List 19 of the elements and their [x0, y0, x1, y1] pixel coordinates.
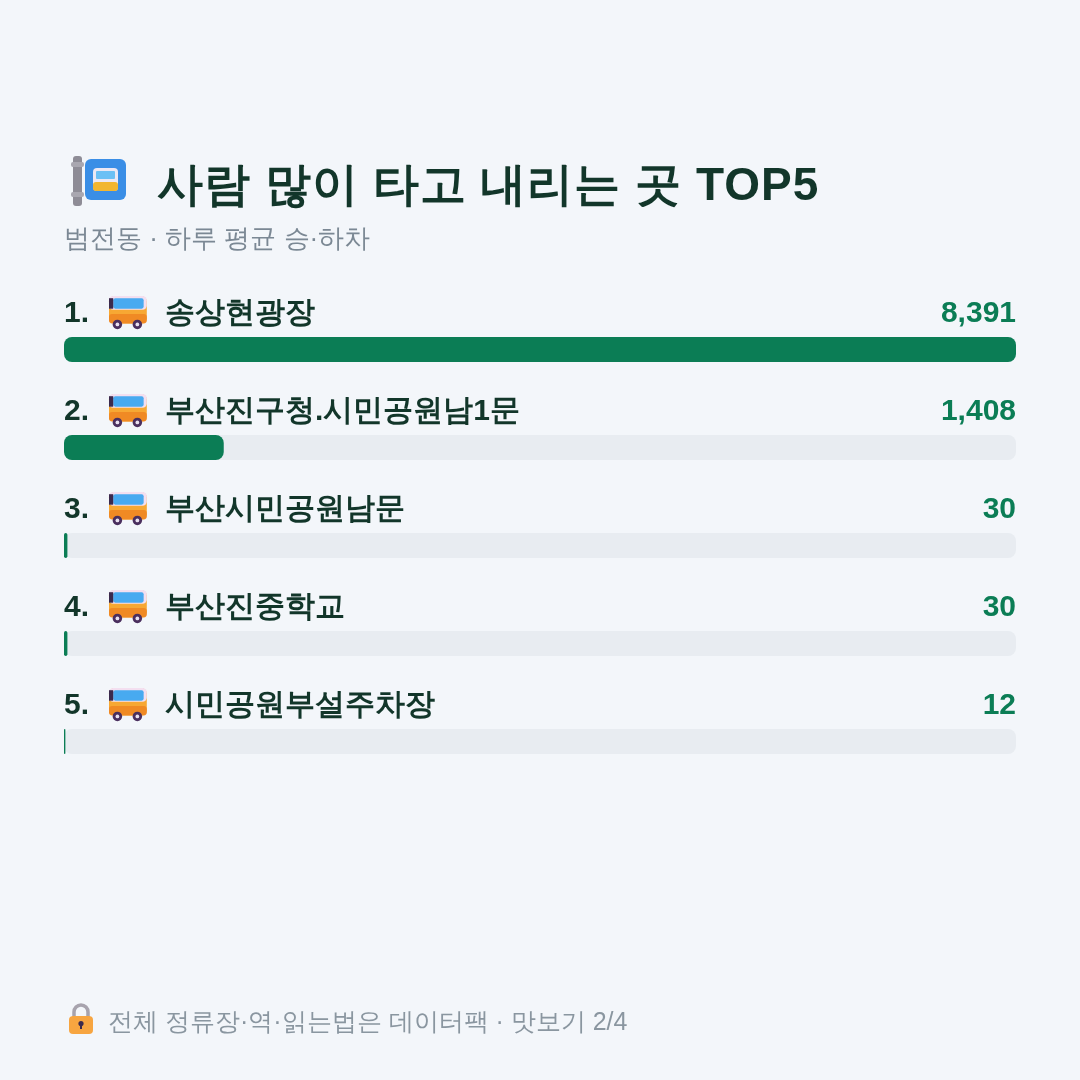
data-label: 8,391 [940, 295, 1016, 328]
y-tick-label: 부산시민공원남문 [165, 491, 405, 524]
text: 전체 정류장·역·읽는법은 데이터팩 · 맛보기 2/4 [108, 1007, 628, 1035]
chart-subtitle: 범전동 · 하루 평균 승·하차 [64, 223, 371, 253]
data-label: 30 [982, 589, 1016, 622]
y-tick-label: 부산진중학교 [165, 589, 345, 622]
annotation: 5. [64, 687, 90, 720]
data-label: 1,408 [940, 393, 1016, 426]
y-tick-label: 시민공원부설주차장 [165, 687, 435, 720]
bar [64, 435, 224, 460]
data-label: 30 [982, 491, 1016, 524]
annotation: 2. [64, 393, 90, 426]
annotation: 3. [64, 491, 90, 524]
annotation: 1. [64, 295, 90, 328]
annotation: 4. [64, 589, 90, 622]
y-tick-label: 송상현광장 [165, 295, 315, 328]
y-tick-label: 부산진구청.시민공원남1문 [165, 393, 521, 426]
chart-title: 사람 많이 타고 내리는 곳 TOP5 [157, 158, 820, 210]
data-label: 12 [982, 687, 1016, 720]
